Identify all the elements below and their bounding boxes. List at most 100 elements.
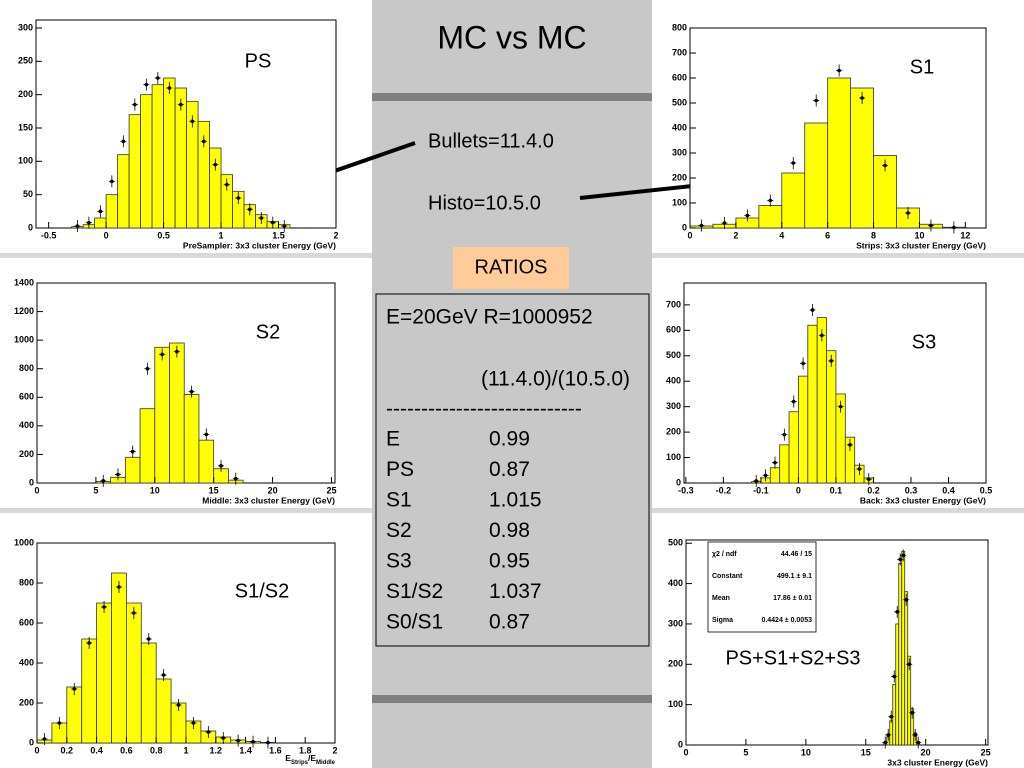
- histogram-bar: [804, 122, 829, 229]
- data-point: [110, 179, 114, 184]
- histogram-bar: [844, 436, 856, 484]
- data-point: [907, 662, 912, 667]
- x-tick-label: 0.5: [980, 485, 993, 495]
- histogram-bar: [826, 350, 837, 484]
- x-tick-label: 2: [733, 230, 738, 240]
- histogram-bar: [163, 77, 176, 229]
- x-tick-label: -0.5: [41, 230, 57, 240]
- data-point: [202, 139, 206, 144]
- y-tick-label: 400: [19, 657, 34, 667]
- y-tick-label: 200: [19, 449, 34, 459]
- y-tick-label: 500: [666, 350, 681, 360]
- x-tick-label: 0: [683, 747, 688, 757]
- histogram-bar: [128, 114, 141, 229]
- x-axis-label-part: E: [285, 753, 291, 763]
- data-point: [132, 611, 136, 615]
- data-point: [144, 82, 149, 87]
- row-name: PS: [386, 458, 414, 481]
- row-name: S1/S2: [386, 580, 443, 603]
- histogram-bar: [139, 408, 156, 484]
- data-point: [270, 220, 275, 225]
- y-tick-label: 300: [666, 401, 681, 411]
- data-point: [98, 209, 103, 214]
- x-axis-label: 3x3 cluster Energy (GeV): [887, 757, 988, 767]
- data-point: [225, 182, 229, 187]
- y-tick-label: 300: [18, 22, 33, 32]
- data-point: [221, 736, 226, 740]
- histogram-bar: [898, 563, 903, 746]
- data-point: [233, 476, 238, 481]
- x-tick-label: 0: [34, 485, 39, 495]
- histogram-bar: [769, 467, 781, 484]
- histogram-bar: [151, 84, 164, 229]
- data-point: [161, 673, 166, 677]
- histogram-bar: [155, 678, 172, 744]
- data-point: [837, 68, 841, 73]
- x-axis-label: Strips: 3x3 cluster Energy (GeV): [856, 240, 986, 250]
- data-point: [892, 674, 897, 679]
- data-point: [913, 733, 917, 737]
- data-point: [782, 432, 787, 437]
- histogram-bar: [183, 394, 200, 484]
- panel-label: PS+S1+S2+S3: [725, 647, 860, 669]
- row-value: 0.98: [489, 519, 530, 542]
- x-tick-label: -0.2: [716, 485, 732, 495]
- histogram-bar: [889, 720, 894, 746]
- y-tick-label: 1000: [14, 537, 34, 547]
- data-point: [175, 349, 179, 354]
- y-tick-label: 800: [19, 577, 34, 587]
- y-tick-label: 300: [668, 618, 683, 628]
- x-tick-label: 4: [779, 230, 784, 240]
- y-tick-label: 800: [19, 363, 34, 373]
- panel-label: S1/S2: [235, 580, 289, 602]
- x-axis-label: Back: 3x3 cluster Energy (GeV): [860, 495, 986, 505]
- y-tick-label: 200: [672, 172, 687, 182]
- data-point: [259, 216, 264, 220]
- histogram-bar: [758, 205, 783, 229]
- table-rows: E 0.99 PS 0.87 S1 1.015 S2 0.98 S3 0.95 S1/S2 1.037…: [386, 428, 542, 634]
- data-point: [72, 687, 77, 691]
- x-tick-label: -0.1: [753, 485, 769, 495]
- data-point: [820, 333, 824, 338]
- data-point: [906, 211, 910, 215]
- row-name: S0/S1: [386, 611, 443, 634]
- row-value: 1.015: [489, 489, 542, 512]
- row-value: 0.95: [489, 550, 530, 573]
- histogram-bar: [907, 655, 912, 746]
- row-name: S2: [386, 519, 412, 542]
- histogram-bar: [850, 87, 874, 229]
- x-tick-label: 0: [34, 745, 39, 755]
- divider: [0, 508, 372, 513]
- x-tick-label: 2: [332, 745, 337, 755]
- ratios-box: [453, 247, 569, 289]
- data-point: [904, 597, 909, 602]
- data-point: [146, 637, 151, 641]
- x-tick-label: 10: [150, 485, 160, 495]
- data-point: [866, 477, 871, 481]
- bullets-label: Bullets=11.4.0: [428, 130, 554, 152]
- x-tick-label: 0.1: [830, 485, 843, 495]
- histogram-bar: [140, 94, 153, 229]
- y-tick-label: 200: [668, 659, 683, 669]
- data-point: [179, 102, 183, 107]
- data-point: [42, 737, 47, 741]
- data-point: [251, 740, 255, 744]
- x-tick-label: 1.8: [299, 745, 312, 755]
- x-tick-label: 0.2: [867, 485, 880, 495]
- x-tick-label: 8: [871, 230, 876, 240]
- data-point: [910, 710, 915, 715]
- y-tick-label: 0: [682, 222, 687, 232]
- x-tick-label: 10: [801, 747, 811, 757]
- stat-value: 499.1 ± 9.1: [777, 573, 812, 580]
- data-point: [213, 162, 218, 167]
- x-tick-label: 0.2: [61, 745, 74, 755]
- table-subheader: (11.4.0)/(10.5.0): [481, 368, 630, 391]
- x-axis-label-part: Strips: [291, 760, 309, 766]
- x-tick-label: 6: [825, 230, 830, 240]
- stat-value: 17.86 ± 0.01: [773, 595, 812, 602]
- y-tick-label: 600: [672, 72, 687, 82]
- x-tick-label: 10: [914, 230, 924, 240]
- x-tick-label: 25: [981, 747, 991, 757]
